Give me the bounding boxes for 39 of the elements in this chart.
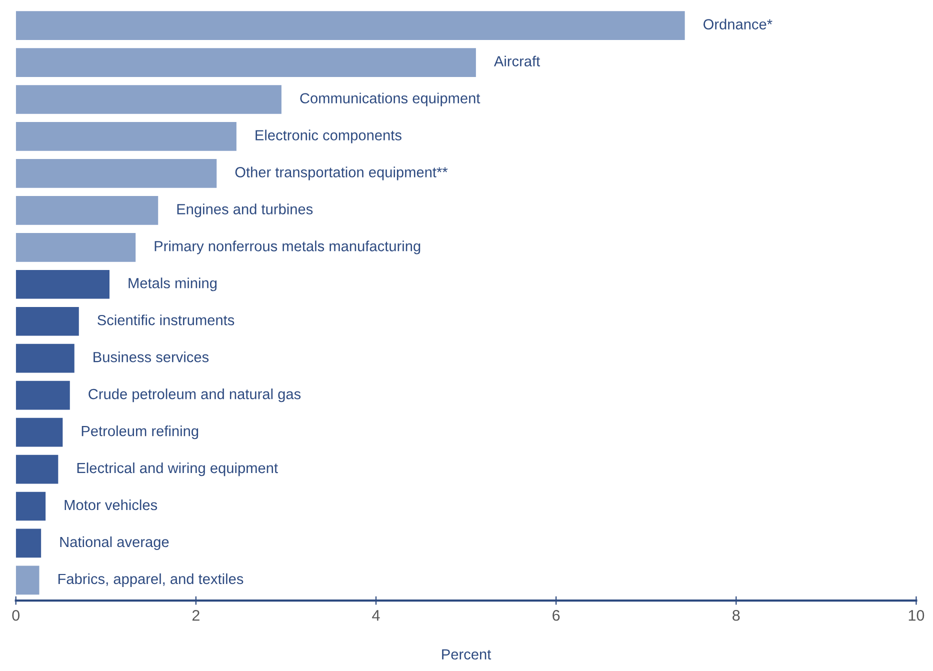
bar <box>16 85 282 114</box>
y-tick-label: Electrical and wiring equipment <box>77 462 278 476</box>
x-tick-label: 4 <box>372 610 380 621</box>
bar <box>16 306 79 336</box>
bar <box>16 270 110 299</box>
bar <box>16 122 236 151</box>
bar <box>16 454 58 484</box>
x-tick-label: 10 <box>908 610 924 621</box>
y-tick-label: Electronic components <box>256 130 402 144</box>
bar <box>16 196 158 225</box>
y-tick-label: Metals mining <box>128 278 217 292</box>
bar <box>16 232 136 262</box>
y-tick-label: Aircraft <box>494 56 540 66</box>
x-tick-label: 8 <box>732 610 740 621</box>
bar <box>16 566 40 595</box>
y-tick-label: National average <box>60 536 169 550</box>
y-tick-label: Fabrics, apparel, and textiles <box>58 573 244 588</box>
y-tick-label: Communications equipment <box>300 92 480 106</box>
bar <box>16 159 217 188</box>
x-tick-label: 6 <box>552 610 560 621</box>
y-tick-label: Business services <box>94 352 209 362</box>
x-axis-title: Percent <box>442 649 492 660</box>
bar <box>16 48 476 77</box>
bar <box>16 380 70 410</box>
y-tick-label: Crude petroleum and natural gas <box>88 388 301 402</box>
bar <box>16 492 46 521</box>
y-tick-label: Other transportation equipment** <box>235 166 448 180</box>
bar <box>16 528 42 558</box>
y-tick-label: Motor vehicles <box>64 499 158 510</box>
y-tick-label: Ordnance* <box>704 18 772 30</box>
bar <box>16 11 685 40</box>
bar <box>16 418 63 447</box>
bar <box>16 344 74 373</box>
x-tick-label: 2 <box>192 610 200 621</box>
y-tick-label: Petroleum refining <box>82 426 198 440</box>
y-tick-label: Primary nonferrous metals manufacturing <box>154 240 420 254</box>
x-tick-label: 0 <box>12 610 20 621</box>
y-tick-label: Engines and turbines <box>177 204 313 218</box>
y-tick-label: Scientific instruments <box>98 314 234 326</box>
